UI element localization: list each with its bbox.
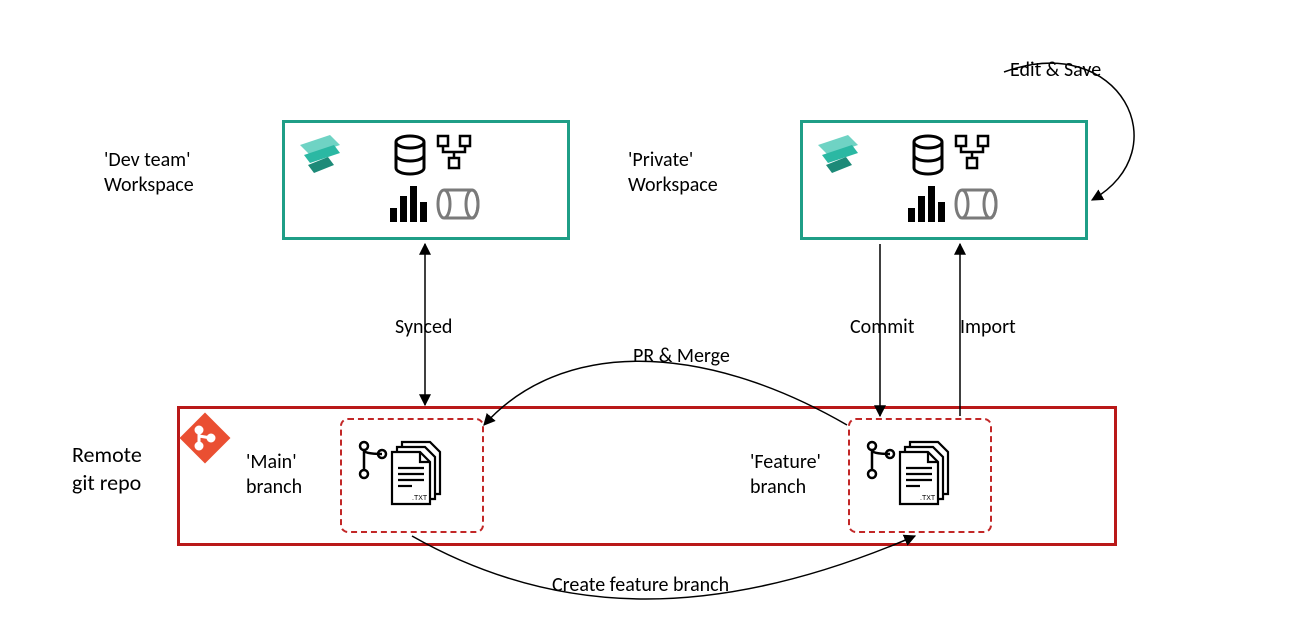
commit-label: Commit xyxy=(850,315,914,340)
feature-branch-label: 'Feature' branch xyxy=(750,450,821,500)
main-branch-label: 'Main' branch xyxy=(246,450,302,500)
pr-merge-label: PR & Merge xyxy=(633,344,730,369)
private-workspace-label: 'Private' Workspace xyxy=(628,148,718,198)
private-workspace-box xyxy=(800,120,1088,240)
create-branch-label: Create feature branch xyxy=(552,573,729,598)
synced-label: Synced xyxy=(395,315,452,340)
dev-workspace-box xyxy=(282,120,570,240)
diagram-root: 'Dev team' Workspace 'Private' Workspace… xyxy=(0,0,1306,629)
remote-repo-label: Remote git repo xyxy=(72,441,142,496)
main-branch-box xyxy=(340,418,484,533)
dev-workspace-label: 'Dev team' Workspace xyxy=(104,148,194,198)
import-label: Import xyxy=(960,315,1016,340)
edit-save-label: Edit & Save xyxy=(1010,58,1101,83)
feature-branch-box xyxy=(848,418,992,533)
